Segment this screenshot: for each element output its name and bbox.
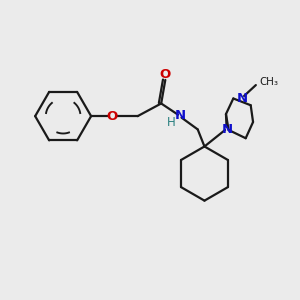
Text: N: N xyxy=(236,92,247,104)
Text: O: O xyxy=(107,110,118,123)
Text: H: H xyxy=(167,116,176,129)
Text: N: N xyxy=(222,124,233,136)
Text: CH₃: CH₃ xyxy=(260,77,278,87)
Text: O: O xyxy=(160,68,171,81)
Text: N: N xyxy=(175,109,186,122)
